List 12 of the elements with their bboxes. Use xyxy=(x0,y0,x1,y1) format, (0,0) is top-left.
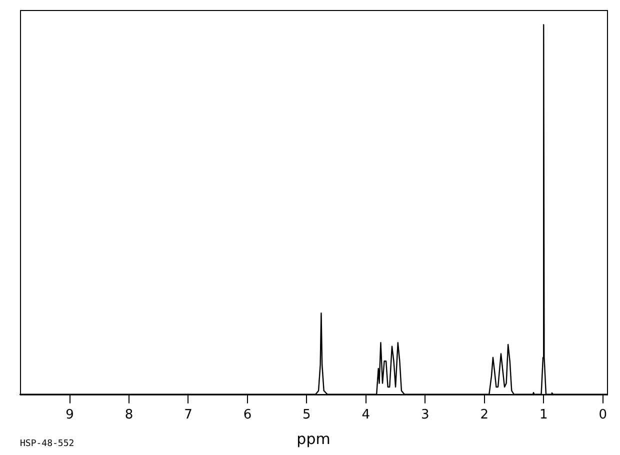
x-tick-label: 8 xyxy=(124,408,134,423)
x-tick-label: 6 xyxy=(243,408,252,423)
x-tick-label: 3 xyxy=(421,408,430,423)
x-tick-label: 5 xyxy=(302,408,311,423)
x-tick-label: 0 xyxy=(598,408,607,423)
x-tick-label: 9 xyxy=(66,408,74,423)
x-tick-label: 2 xyxy=(480,408,489,423)
text: HSP-48-552 xyxy=(20,439,74,449)
x-tick-label: 7 xyxy=(184,408,192,423)
x-tick-label: 1 xyxy=(539,408,548,423)
x-tick-label: 4 xyxy=(362,408,370,423)
x-axis-title: ppm xyxy=(296,430,330,448)
